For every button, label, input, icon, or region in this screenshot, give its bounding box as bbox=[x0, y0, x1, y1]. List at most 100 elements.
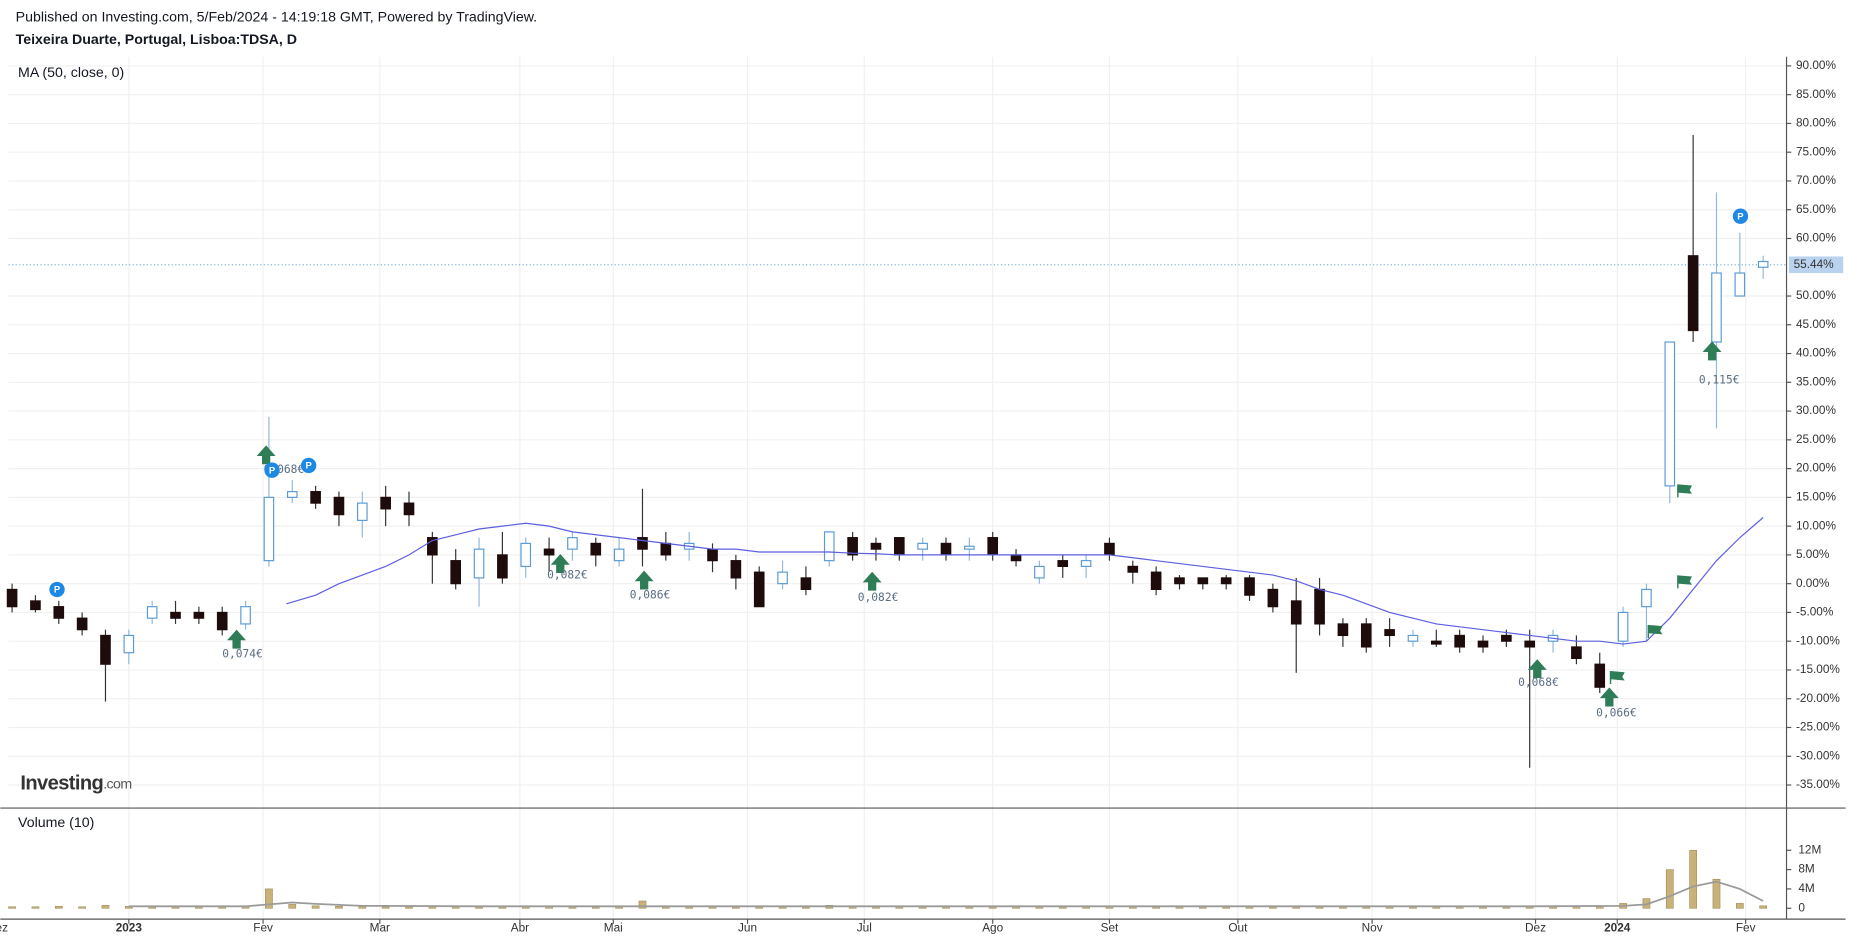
volume-bar bbox=[335, 906, 343, 909]
volume-tick-label: 8M bbox=[1798, 862, 1814, 876]
candle-body bbox=[100, 634, 111, 665]
volume-bar bbox=[265, 888, 273, 909]
candle-body bbox=[1617, 611, 1629, 642]
candle-body bbox=[613, 548, 625, 562]
volume-tick-label: 12M bbox=[1798, 842, 1821, 856]
candle-body bbox=[6, 588, 18, 608]
volume-bar bbox=[101, 905, 110, 909]
x-tick-label: Ago bbox=[982, 921, 1003, 935]
flag bbox=[1677, 484, 1693, 494]
candle-body bbox=[870, 542, 882, 550]
y-tick-label: 60.00% bbox=[1796, 231, 1837, 245]
annotation-label: 0,082€ bbox=[858, 591, 899, 604]
candle-body bbox=[800, 577, 812, 591]
candle-body bbox=[1407, 634, 1419, 642]
flag bbox=[1677, 575, 1693, 585]
candle-body bbox=[730, 560, 742, 579]
candle-body bbox=[567, 537, 578, 550]
volume-bar bbox=[78, 906, 86, 909]
candle-body bbox=[53, 606, 65, 619]
candle-body bbox=[520, 542, 532, 567]
candle-body bbox=[590, 542, 602, 556]
volume-bar bbox=[311, 905, 320, 909]
candle-body bbox=[637, 537, 648, 550]
x-tick-label: Mai bbox=[604, 921, 623, 935]
candle-body bbox=[1057, 560, 1069, 567]
x-tick-label: Out bbox=[1228, 921, 1248, 935]
candle-body bbox=[403, 502, 415, 516]
candle-body bbox=[450, 560, 462, 585]
x-tick-label: Abr bbox=[511, 921, 529, 935]
candle-body bbox=[1711, 272, 1722, 343]
y-tick-label: 65.00% bbox=[1796, 202, 1837, 216]
candle-body bbox=[380, 496, 391, 510]
y-tick-label: 85.00% bbox=[1796, 87, 1837, 101]
candle-body bbox=[1501, 634, 1512, 642]
candle-body bbox=[286, 491, 298, 498]
volume-bar bbox=[1759, 905, 1768, 909]
p-marker bbox=[49, 581, 65, 598]
y-tick-label: 0.00% bbox=[1796, 576, 1830, 590]
candle-body bbox=[1314, 588, 1325, 625]
candle-body bbox=[1454, 634, 1465, 648]
p-marker-letter: P bbox=[1737, 211, 1743, 222]
x-tick-label: Fev bbox=[253, 921, 273, 935]
volume-bar bbox=[31, 906, 40, 909]
plot bbox=[6, 134, 1787, 909]
candle-body bbox=[1641, 588, 1652, 608]
logo: Investing.com bbox=[20, 773, 131, 795]
candle-body bbox=[1010, 554, 1022, 562]
y-tick-label: 40.00% bbox=[1796, 346, 1837, 360]
y-tick-label: 70.00% bbox=[1796, 173, 1837, 187]
volume-bar bbox=[54, 906, 63, 909]
p-marker-letter: P bbox=[306, 461, 312, 472]
volume-bar bbox=[1712, 878, 1721, 909]
candle-body bbox=[1174, 577, 1185, 585]
candle-body bbox=[1430, 640, 1442, 645]
up-arrow bbox=[634, 570, 654, 590]
y-tick-label: 5.00% bbox=[1796, 547, 1830, 561]
up-arrow bbox=[256, 445, 276, 465]
candle-body bbox=[497, 554, 508, 579]
volume-bar bbox=[288, 904, 297, 909]
candle-body bbox=[1220, 577, 1232, 585]
candle-body bbox=[1337, 623, 1349, 637]
y-tick-label: 50.00% bbox=[1796, 288, 1837, 302]
candle-body bbox=[193, 611, 205, 619]
candle-body bbox=[1290, 600, 1302, 625]
candle-body bbox=[940, 542, 952, 556]
y-tick-label: -25.00% bbox=[1796, 720, 1840, 734]
candle-body bbox=[356, 502, 368, 521]
annotation-label: 0,068€ bbox=[1518, 676, 1559, 689]
candle-body bbox=[1197, 577, 1209, 585]
x-tick-label: Set bbox=[1101, 921, 1119, 935]
candle-body bbox=[1034, 565, 1045, 579]
candle-body bbox=[917, 542, 928, 550]
candle-body bbox=[1734, 272, 1746, 297]
annotation-label: 0,082€ bbox=[547, 568, 588, 581]
volume-bar bbox=[1665, 869, 1674, 909]
flag bbox=[1610, 671, 1625, 681]
annotation-label: 0,115€ bbox=[1699, 373, 1740, 386]
volume-ma-line bbox=[128, 880, 1764, 908]
candle-body bbox=[310, 491, 321, 504]
volume-bar bbox=[8, 906, 16, 909]
candle-body bbox=[1687, 255, 1699, 332]
flag bbox=[1648, 624, 1663, 635]
chart-title: Teixeira Duarte, Portugal, Lisboa:TDSA, … bbox=[16, 32, 297, 48]
y-tick-label: 75.00% bbox=[1796, 144, 1837, 158]
x-tick-label: Jun bbox=[738, 921, 757, 935]
volume-bar bbox=[381, 906, 390, 909]
candle-body bbox=[473, 548, 485, 579]
candle-body bbox=[1524, 640, 1536, 648]
published-line: Published on Investing.com, 5/Feb/2024 -… bbox=[16, 9, 537, 25]
candle-body bbox=[1267, 588, 1279, 608]
candle-body bbox=[263, 496, 275, 562]
candle-body bbox=[1664, 341, 1676, 487]
y-tick-label: 45.00% bbox=[1796, 317, 1837, 331]
candle-body bbox=[1080, 560, 1092, 567]
y-tick-label: -35.00% bbox=[1796, 777, 1840, 791]
candle-body bbox=[333, 496, 345, 516]
volume-pane-label: Volume (10) bbox=[18, 815, 94, 831]
y-tick-label: 20.00% bbox=[1796, 461, 1837, 475]
